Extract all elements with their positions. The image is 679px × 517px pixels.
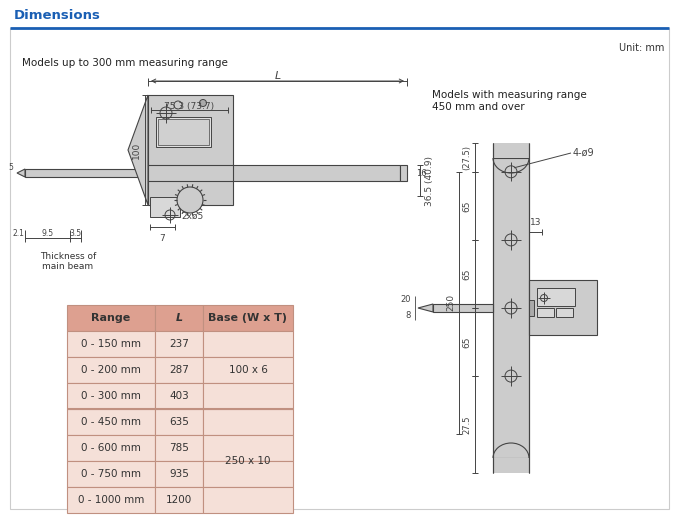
Polygon shape [418, 304, 433, 312]
Text: Dimensions: Dimensions [14, 9, 101, 22]
Text: 935: 935 [169, 469, 189, 479]
Text: Unit: mm: Unit: mm [619, 43, 664, 53]
Circle shape [174, 101, 182, 109]
Bar [67, 409, 155, 435]
Text: 0 - 1000 mm: 0 - 1000 mm [78, 495, 144, 505]
Text: 4-ø9: 4-ø9 [573, 148, 595, 158]
Text: L: L [274, 71, 280, 81]
Bar [67, 461, 155, 487]
Bar [67, 383, 155, 409]
Text: 403: 403 [169, 391, 189, 401]
Bar [433, 304, 493, 312]
Text: 0 - 150 mm: 0 - 150 mm [81, 339, 141, 349]
Text: 65: 65 [462, 336, 471, 348]
Bar [493, 158, 529, 458]
Text: (27.5): (27.5) [462, 145, 471, 170]
Bar [529, 300, 534, 316]
Text: 287: 287 [169, 365, 189, 375]
Bar [203, 331, 293, 357]
Text: 100 x 6: 100 x 6 [229, 365, 268, 375]
Text: L: L [175, 313, 183, 323]
Text: 0 - 450 mm: 0 - 450 mm [81, 417, 141, 427]
Bar [155, 487, 203, 513]
Circle shape [177, 187, 203, 213]
Bar [529, 280, 597, 335]
Bar [155, 383, 203, 409]
Bar [155, 461, 203, 487]
Bar [155, 435, 203, 461]
Text: 0 - 600 mm: 0 - 600 mm [81, 443, 141, 453]
Bar [203, 305, 293, 331]
Text: 8: 8 [405, 312, 411, 321]
Text: 5: 5 [8, 163, 13, 173]
Text: 3.5: 3.5 [69, 230, 81, 238]
Text: 13: 13 [530, 218, 541, 227]
Text: 16: 16 [416, 169, 426, 177]
Bar [155, 165, 400, 181]
Text: 100: 100 [132, 141, 141, 159]
Text: 65: 65 [462, 200, 471, 211]
Text: 0 - 750 mm: 0 - 750 mm [81, 469, 141, 479]
Text: 250: 250 [446, 294, 455, 311]
Text: 237: 237 [169, 339, 189, 349]
Bar [203, 461, 293, 487]
Bar [493, 458, 529, 473]
Bar [67, 331, 155, 357]
Bar [203, 383, 293, 409]
Bar [556, 308, 573, 317]
Bar [203, 435, 293, 461]
Text: 0 - 300 mm: 0 - 300 mm [81, 391, 141, 401]
Text: 2.1: 2.1 [12, 230, 24, 238]
Bar [158, 119, 209, 145]
Text: 635: 635 [169, 417, 189, 427]
Bar [156, 117, 211, 147]
Circle shape [200, 99, 206, 107]
Bar [493, 143, 529, 158]
Bar [400, 165, 407, 181]
Bar [25, 169, 155, 177]
Bar [67, 435, 155, 461]
Text: 27.5: 27.5 [462, 415, 471, 434]
Text: 2xø5: 2xø5 [181, 211, 203, 220]
Bar [67, 305, 155, 331]
Text: Models with measuring range
450 mm and over: Models with measuring range 450 mm and o… [432, 90, 587, 112]
Text: Range: Range [92, 313, 130, 323]
Text: 65: 65 [462, 268, 471, 280]
Text: 75.3 (73.7): 75.3 (73.7) [164, 101, 215, 111]
Bar [67, 357, 155, 383]
Bar [150, 197, 180, 217]
Text: 36.5 (40.9): 36.5 (40.9) [425, 156, 434, 205]
Text: Thickness of
main beam: Thickness of main beam [40, 252, 96, 271]
Text: 20: 20 [401, 296, 411, 305]
Text: 7: 7 [160, 234, 166, 243]
Text: 1200: 1200 [166, 495, 192, 505]
Bar [537, 288, 575, 306]
Bar [203, 357, 293, 383]
Bar [155, 331, 203, 357]
Polygon shape [128, 95, 148, 205]
Bar [203, 487, 293, 513]
Text: Models up to 300 mm measuring range: Models up to 300 mm measuring range [22, 58, 228, 68]
Bar [67, 487, 155, 513]
Polygon shape [17, 169, 25, 177]
Bar [148, 95, 233, 205]
Bar [155, 357, 203, 383]
Bar [203, 409, 293, 435]
Text: 9.5: 9.5 [41, 230, 54, 238]
Bar [155, 409, 203, 435]
Text: 0 - 200 mm: 0 - 200 mm [81, 365, 141, 375]
Text: Base (W x T): Base (W x T) [208, 313, 287, 323]
Text: 785: 785 [169, 443, 189, 453]
Bar [537, 308, 554, 317]
Bar [155, 305, 203, 331]
Text: 250 x 10: 250 x 10 [225, 456, 271, 466]
